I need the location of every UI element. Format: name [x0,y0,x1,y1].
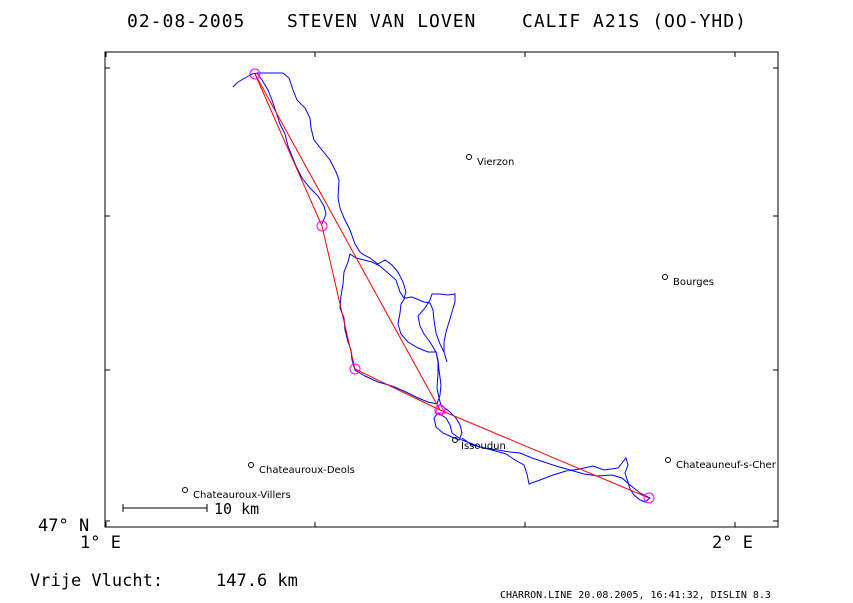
scale-bar-label: 10 km [214,500,259,518]
pilot-name: STEVEN VAN LOVEN [287,11,476,32]
place-marker-chateauroux-deols [248,462,254,468]
task-line [254,73,650,499]
map-ticks [105,52,778,527]
longitude-left-label: 1° E [80,533,121,553]
distance-label: Vrije Vlucht: [30,571,163,591]
place-label-chateauroux-villers: Chateauroux-Villers [193,490,291,501]
place-label-bourges: Bourges [673,277,714,288]
turnpoint-marker [349,363,361,375]
place-label-vierzon: Vierzon [477,157,514,168]
task-closing-line [254,73,441,411]
flight-date: 02-08-2005 [127,11,245,32]
credits-text: CHARRON.LINE 20.08.2005, 16:41:32, DISLI… [500,590,771,601]
turnpoint-marker [249,68,261,80]
aircraft-name: CALIF A21S (OO-YHD) [522,11,747,32]
place-marker-bourges [662,274,668,280]
place-marker-issoudun [452,437,458,443]
turnpoint-triangle [434,402,446,414]
flight-track [257,72,651,503]
place-marker-chateauneuf [665,457,671,463]
turnpoint-marker [643,492,655,504]
distance-value: 147.6 km [216,571,298,591]
place-label-chateauneuf: Chateauneuf-s-Cher [676,460,777,471]
map-frame [104,51,779,528]
place-marker-chateauroux-villers [182,487,188,493]
turnpoint-markers [249,68,655,504]
latitude-label: 47° N [38,516,89,536]
place-markers [182,154,671,493]
longitude-right-label: 2° E [712,533,753,553]
place-label-issoudun: Issoudun [461,441,506,452]
place-marker-vierzon [466,154,472,160]
place-label-chateauroux-deols: Chateauroux-Deols [259,465,355,476]
flight-track-start [232,72,327,225]
turnpoint-marker [316,220,328,232]
scale-bar [122,504,208,512]
